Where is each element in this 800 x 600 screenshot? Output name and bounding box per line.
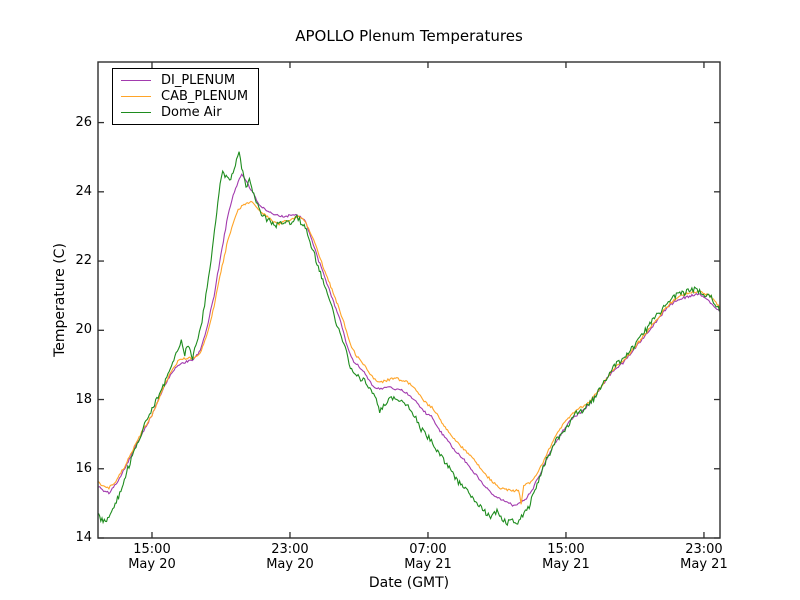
x-tick-date: May 20 <box>128 557 176 572</box>
x-tick-time: 23:00 <box>271 542 309 557</box>
legend-label: CAB_PLENUM <box>161 88 249 104</box>
x-tick-label: 23:00 May 20 <box>240 542 340 572</box>
x-tick-label: 07:00 May 21 <box>378 542 478 572</box>
series-line-cab-plenum <box>98 200 720 505</box>
chart-title: APOLLO Plenum Temperatures <box>295 27 523 45</box>
series-line-dome-air <box>98 151 720 527</box>
legend-line-swatch <box>121 79 151 81</box>
x-tick-time: 07:00 <box>409 542 447 557</box>
x-axis-label: Date (GMT) <box>368 575 450 591</box>
y-tick-label: 26 <box>75 114 92 130</box>
series-line-di-plenum <box>98 173 720 507</box>
y-tick-label: 22 <box>75 253 92 269</box>
legend-box: DI_PLENUM CAB_PLENUM Dome Air <box>112 68 260 125</box>
legend-entry-cab-plenum: CAB_PLENUM <box>121 88 248 104</box>
x-tick-label: 23:00 May 21 <box>654 542 754 572</box>
x-tick-time: 15:00 <box>547 542 585 557</box>
y-tick-label: 20 <box>75 322 92 338</box>
legend-line-swatch <box>121 111 151 113</box>
x-tick-date: May 20 <box>266 557 314 572</box>
x-tick-label: 15:00 May 20 <box>102 542 202 572</box>
y-tick-label: 24 <box>75 183 92 199</box>
y-tick-label: 16 <box>75 460 92 476</box>
legend-label: Dome Air <box>161 104 222 120</box>
x-tick-date: May 21 <box>542 557 590 572</box>
y-tick-label: 18 <box>75 391 92 407</box>
plot-frame <box>97 61 721 539</box>
y-tick-label: 14 <box>75 530 92 545</box>
x-tick-label: 15:00 May 21 <box>516 542 616 572</box>
legend-entry-dome-air: Dome Air <box>121 104 248 120</box>
legend-line-swatch <box>121 95 151 97</box>
x-tick-date: May 21 <box>404 557 452 572</box>
legend-entry-di-plenum: DI_PLENUM <box>121 72 248 88</box>
x-tick-time: 23:00 <box>685 542 723 557</box>
x-tick-date: May 21 <box>680 557 728 572</box>
legend-label: DI_PLENUM <box>161 72 236 88</box>
x-tick-time: 15:00 <box>133 542 171 557</box>
